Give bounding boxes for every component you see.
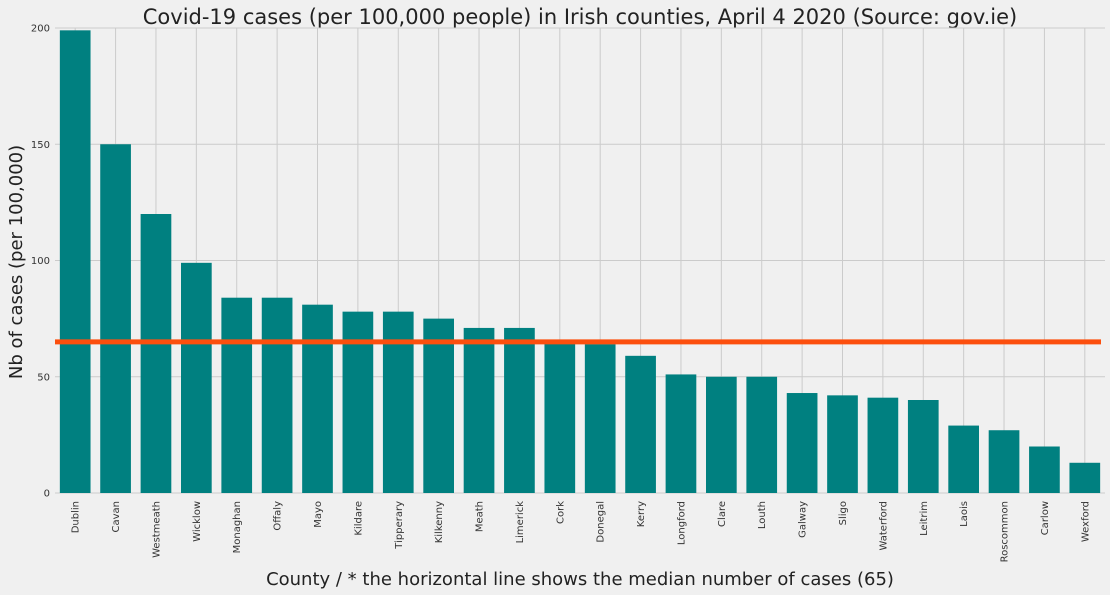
bar-kilkenny	[423, 318, 454, 493]
x-tick-label: Sligo	[838, 501, 849, 525]
y-axis-ticks: 0 50 100 150 200	[31, 24, 50, 500]
x-tick-label: Meath	[475, 501, 486, 532]
bar-westmeath	[140, 214, 172, 493]
y-tick-label: 50	[37, 372, 50, 383]
x-tick-label: Longford	[676, 501, 687, 545]
bar-donegal	[584, 344, 616, 493]
y-axis-label: Nb of cases (per 100,000)	[6, 145, 27, 379]
y-tick-label: 100	[31, 256, 50, 267]
bar-louth	[746, 376, 778, 493]
bar-offaly	[261, 297, 293, 493]
x-tick-label: Offaly	[273, 501, 284, 531]
x-tick-label: Kerry	[636, 501, 647, 527]
bar-kildare	[342, 311, 374, 493]
x-tick-label: Kildare	[353, 501, 364, 536]
bar-dublin	[59, 30, 91, 493]
x-tick-label: Clare	[717, 501, 728, 527]
bar-sligo	[827, 395, 858, 493]
x-axis-ticks: Dublin Cavan Westmeath Wicklow Monaghan Offal…	[71, 501, 1092, 563]
x-tick-label: Cavan	[111, 501, 122, 533]
x-tick-label: Roscommon	[1000, 501, 1011, 562]
chart-title: Covid-19 cases (per 100,000 people) in I…	[143, 5, 1017, 29]
bar-waterford	[867, 397, 899, 493]
x-tick-label: Wicklow	[192, 501, 203, 542]
x-tick-label: Donegal	[596, 501, 607, 543]
x-tick-label: Wexford	[1080, 501, 1091, 542]
bar-carlow	[1029, 446, 1060, 493]
bar-wicklow	[181, 262, 212, 493]
bar-wexford	[1069, 462, 1101, 493]
x-axis-label: County / * the horizontal line shows the…	[266, 569, 894, 590]
x-tick-label: Louth	[757, 501, 768, 529]
x-tick-label: Waterford	[878, 501, 889, 550]
y-tick-label: 150	[31, 140, 50, 151]
x-tick-label: Dublin	[71, 501, 82, 533]
x-tick-label: Carlow	[1040, 501, 1051, 535]
bar-mayo	[302, 304, 333, 493]
x-tick-label: Tipperary	[394, 501, 405, 550]
y-tick-label: 200	[31, 24, 50, 35]
x-tick-label: Galway	[798, 501, 809, 538]
x-tick-label: Limerick	[515, 501, 526, 544]
bar-longford	[665, 374, 697, 493]
x-tick-label: Monaghan	[232, 501, 243, 553]
bar-galway	[786, 393, 818, 493]
x-tick-label: Westmeath	[151, 501, 162, 558]
x-tick-label: Cork	[555, 501, 566, 524]
bar-meath	[463, 327, 495, 493]
bar-cork	[544, 341, 576, 493]
bar-leitrim	[907, 400, 939, 493]
bar-kerry	[625, 355, 656, 493]
x-tick-label: Mayo	[313, 501, 324, 528]
y-tick-label: 0	[44, 489, 50, 500]
bar-tipperary	[382, 311, 414, 493]
bar-roscommon	[988, 430, 1020, 493]
bar-cavan	[100, 144, 131, 493]
bar-limerick	[504, 327, 535, 493]
x-tick-label: Leitrim	[919, 501, 930, 536]
bar-monaghan	[221, 297, 253, 493]
x-tick-label: Kilkenny	[434, 501, 445, 543]
bar-clare	[706, 376, 737, 493]
bar-laois	[948, 425, 979, 493]
x-tick-label: Laois	[959, 501, 970, 527]
grid-lines	[55, 27, 1105, 494]
bars	[59, 30, 1101, 493]
